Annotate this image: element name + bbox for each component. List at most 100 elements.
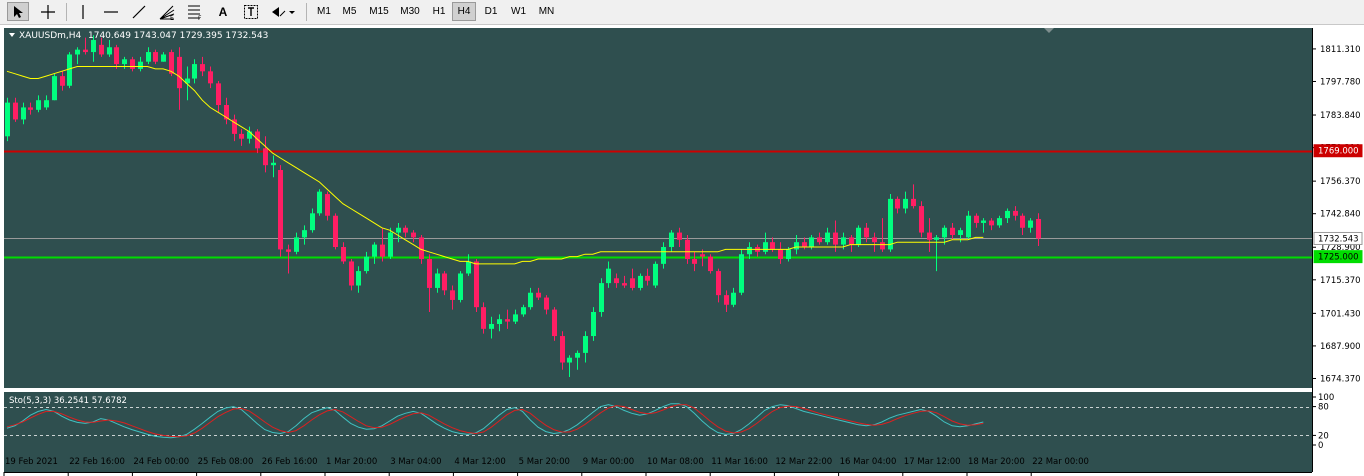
price-chart[interactable]: 1811.3101797.7801783.8401770.3101756.370… (0, 25, 1364, 476)
cursor-tool-button[interactable] (7, 2, 29, 21)
price-chart-background (4, 28, 1312, 389)
candle-body (560, 336, 565, 363)
price-tick-label: 1811.310 (1320, 45, 1361, 55)
candle-body (442, 273, 447, 291)
candle (83, 37, 88, 55)
timeframe-button-m1[interactable]: M1 (317, 6, 331, 17)
candle-body (770, 242, 775, 250)
candle-body (966, 215, 971, 238)
candle (60, 71, 65, 91)
candle-body (786, 249, 791, 260)
candle (856, 225, 861, 248)
candle (567, 355, 572, 377)
fibonacci-fan-tool-button[interactable]: E (156, 2, 178, 21)
candle (91, 35, 96, 62)
crosshair-tool-button[interactable] (37, 2, 59, 21)
candle (747, 242, 752, 260)
candle (911, 184, 916, 209)
text-label-tool-button[interactable] (240, 2, 262, 21)
chart-shift-marker-icon[interactable] (1044, 28, 1054, 33)
candle (356, 266, 361, 293)
price-tick-label: 1756.370 (1320, 177, 1361, 187)
candle (411, 230, 416, 243)
text-label-icon (244, 4, 258, 19)
time-tick-label: 1 Mar 20:00 (326, 457, 377, 467)
candle-body (903, 198, 908, 209)
arrow-tools-dropdown[interactable] (268, 2, 298, 21)
candle (349, 259, 354, 291)
candle (942, 225, 947, 245)
timeframe-button-mn[interactable]: MN (538, 6, 555, 17)
time-tick-label: 25 Feb 08:00 (198, 457, 254, 467)
candle-body (817, 237, 822, 243)
candle-body (239, 133, 244, 139)
candle-body (1005, 210, 1010, 219)
timeframe-button-d1[interactable]: D1 (484, 6, 498, 17)
time-tick-label: 24 Feb 00:00 (133, 457, 189, 467)
vertical-line-tool-button[interactable] (73, 2, 93, 21)
time-tick-label: 12 Mar 22:00 (775, 457, 832, 467)
candle-body (809, 237, 814, 248)
candle (442, 271, 447, 296)
trendline-tool-button[interactable] (128, 2, 150, 21)
timeframe-button-w1[interactable]: W1 (511, 6, 526, 17)
candle (286, 244, 291, 274)
time-tick-label: 9 Mar 00:00 (583, 457, 634, 467)
candle-body (716, 271, 721, 296)
price-level-tag-label: 1725.000 (1318, 253, 1359, 263)
candle (271, 155, 276, 178)
candle-body (271, 162, 276, 166)
trendline-icon (132, 5, 146, 18)
candle-body (677, 232, 682, 240)
candle (575, 350, 580, 370)
stochastic-signal-line (6, 404, 984, 438)
candle (380, 227, 385, 262)
candle (403, 225, 408, 238)
candle (825, 227, 830, 245)
candle (427, 254, 432, 312)
chart-area[interactable]: 1811.3101797.7801783.8401770.3101756.370… (0, 25, 1364, 476)
candle (927, 218, 932, 252)
candle-body (638, 275, 643, 288)
crosshair-icon (41, 4, 55, 19)
svg-text:E: E (170, 15, 174, 21)
candle (114, 44, 119, 69)
candle (685, 234, 690, 264)
toolbar-separator (306, 3, 307, 21)
candle (669, 230, 674, 252)
candle (583, 331, 588, 363)
candle-body (372, 244, 377, 257)
candle-body (294, 237, 299, 252)
timeframe-button-m30[interactable]: M30 (400, 6, 420, 17)
candle-body (466, 261, 471, 274)
candle-body (872, 237, 877, 243)
candle (1020, 213, 1025, 235)
candle (153, 49, 158, 65)
timeframe-button-h1[interactable]: H1 (432, 6, 446, 17)
candle-body (458, 273, 463, 300)
timeframe-button-m15[interactable]: M15 (369, 6, 389, 17)
candle (372, 242, 377, 264)
timeframe-button-m5[interactable]: M5 (342, 6, 357, 17)
ohlc-header: 1740.649 1743.047 1729.395 1732.543 (88, 31, 268, 41)
horizontal-line-tool-button[interactable] (100, 2, 122, 21)
candle-body (505, 319, 510, 322)
candle-body (739, 254, 744, 293)
timeframe-button-h4[interactable]: H4 (452, 2, 476, 21)
time-tick-label: 19 Feb 2021 (5, 457, 58, 467)
candle (130, 56, 135, 72)
candle (864, 222, 869, 243)
candle-body (83, 49, 88, 53)
candle (692, 251, 697, 272)
candle-body (278, 169, 283, 250)
candle (888, 194, 893, 252)
candle-body (927, 232, 932, 240)
candle (966, 210, 971, 240)
candle-body (661, 247, 666, 264)
time-tick-label: 17 Mar 12:00 (904, 457, 961, 467)
candle-body (763, 242, 768, 252)
candle-body (325, 194, 330, 216)
candle (435, 268, 440, 293)
text-icon[interactable]: A (218, 4, 228, 19)
fibonacci-retracement-tool-button[interactable]: F (184, 2, 206, 21)
